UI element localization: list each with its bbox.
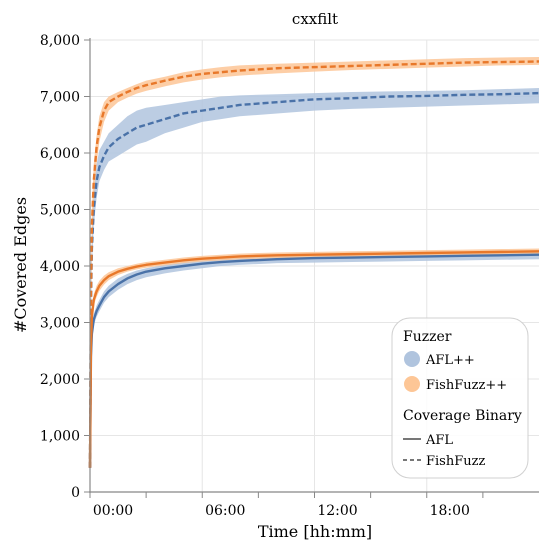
y-tick-label: 7,000 <box>40 90 80 106</box>
y-tick-label: 6,000 <box>40 146 80 162</box>
legend-binary-title: Coverage Binary <box>403 408 522 424</box>
y-tick-label: 8,000 <box>40 33 80 49</box>
x-tick-label: 12:00 <box>317 503 357 519</box>
legend-label-fishfuzz-plus-plus: FishFuzz++ <box>426 378 507 393</box>
y-tick-label: 4,000 <box>40 259 80 275</box>
y-tick-label: 3,000 <box>40 316 80 332</box>
legend-fuzzer-title: Fuzzer <box>403 329 452 345</box>
legend-label-afl-binary: AFL <box>425 433 453 448</box>
series-lines <box>88 60 539 468</box>
x-tick-label: 06:00 <box>205 503 245 519</box>
y-axis-label: #Covered Edges <box>11 197 30 333</box>
y-tick-label: 0 <box>71 485 80 501</box>
confidence-bands <box>90 56 539 470</box>
y-axis-ticks: 0 1,000 2,000 3,000 4,000 5,000 6,000 7,000 8,00… <box>40 33 90 501</box>
x-axis-ticks: 00:00 06:00 12:00 18:00 <box>89 492 484 519</box>
legend-swatch-afl-plus-plus <box>404 351 420 367</box>
chart-legend: Fuzzer AFL++ FishFuzz++ Coverage Binary … <box>391 317 529 479</box>
legend-label-afl-plus-plus: AFL++ <box>425 353 475 368</box>
chart-title: cxxfilt <box>292 10 338 28</box>
line-afl-plus-plus-afl <box>88 253 539 468</box>
legend-frame <box>391 317 529 479</box>
x-tick-label: 00:00 <box>93 503 133 519</box>
line-fishfuzz-plus-plus-fishfuzz <box>88 60 539 468</box>
y-tick-label: 1,000 <box>40 429 80 445</box>
x-axis-label: Time [hh:mm] <box>258 522 372 541</box>
line-afl-plus-plus-fishfuzz <box>88 91 539 468</box>
line-fishfuzz-plus-plus-afl <box>88 250 539 468</box>
legend-label-fishfuzz-binary: FishFuzz <box>426 454 485 469</box>
legend-swatch-fishfuzz-plus-plus <box>404 376 420 392</box>
band-afl-plus-plus-afl <box>90 251 539 470</box>
band-afl-plus-plus-fishfuzz <box>90 88 539 470</box>
y-tick-label: 5,000 <box>40 203 80 219</box>
y-tick-label: 2,000 <box>40 372 80 388</box>
x-tick-label: 18:00 <box>430 503 470 519</box>
